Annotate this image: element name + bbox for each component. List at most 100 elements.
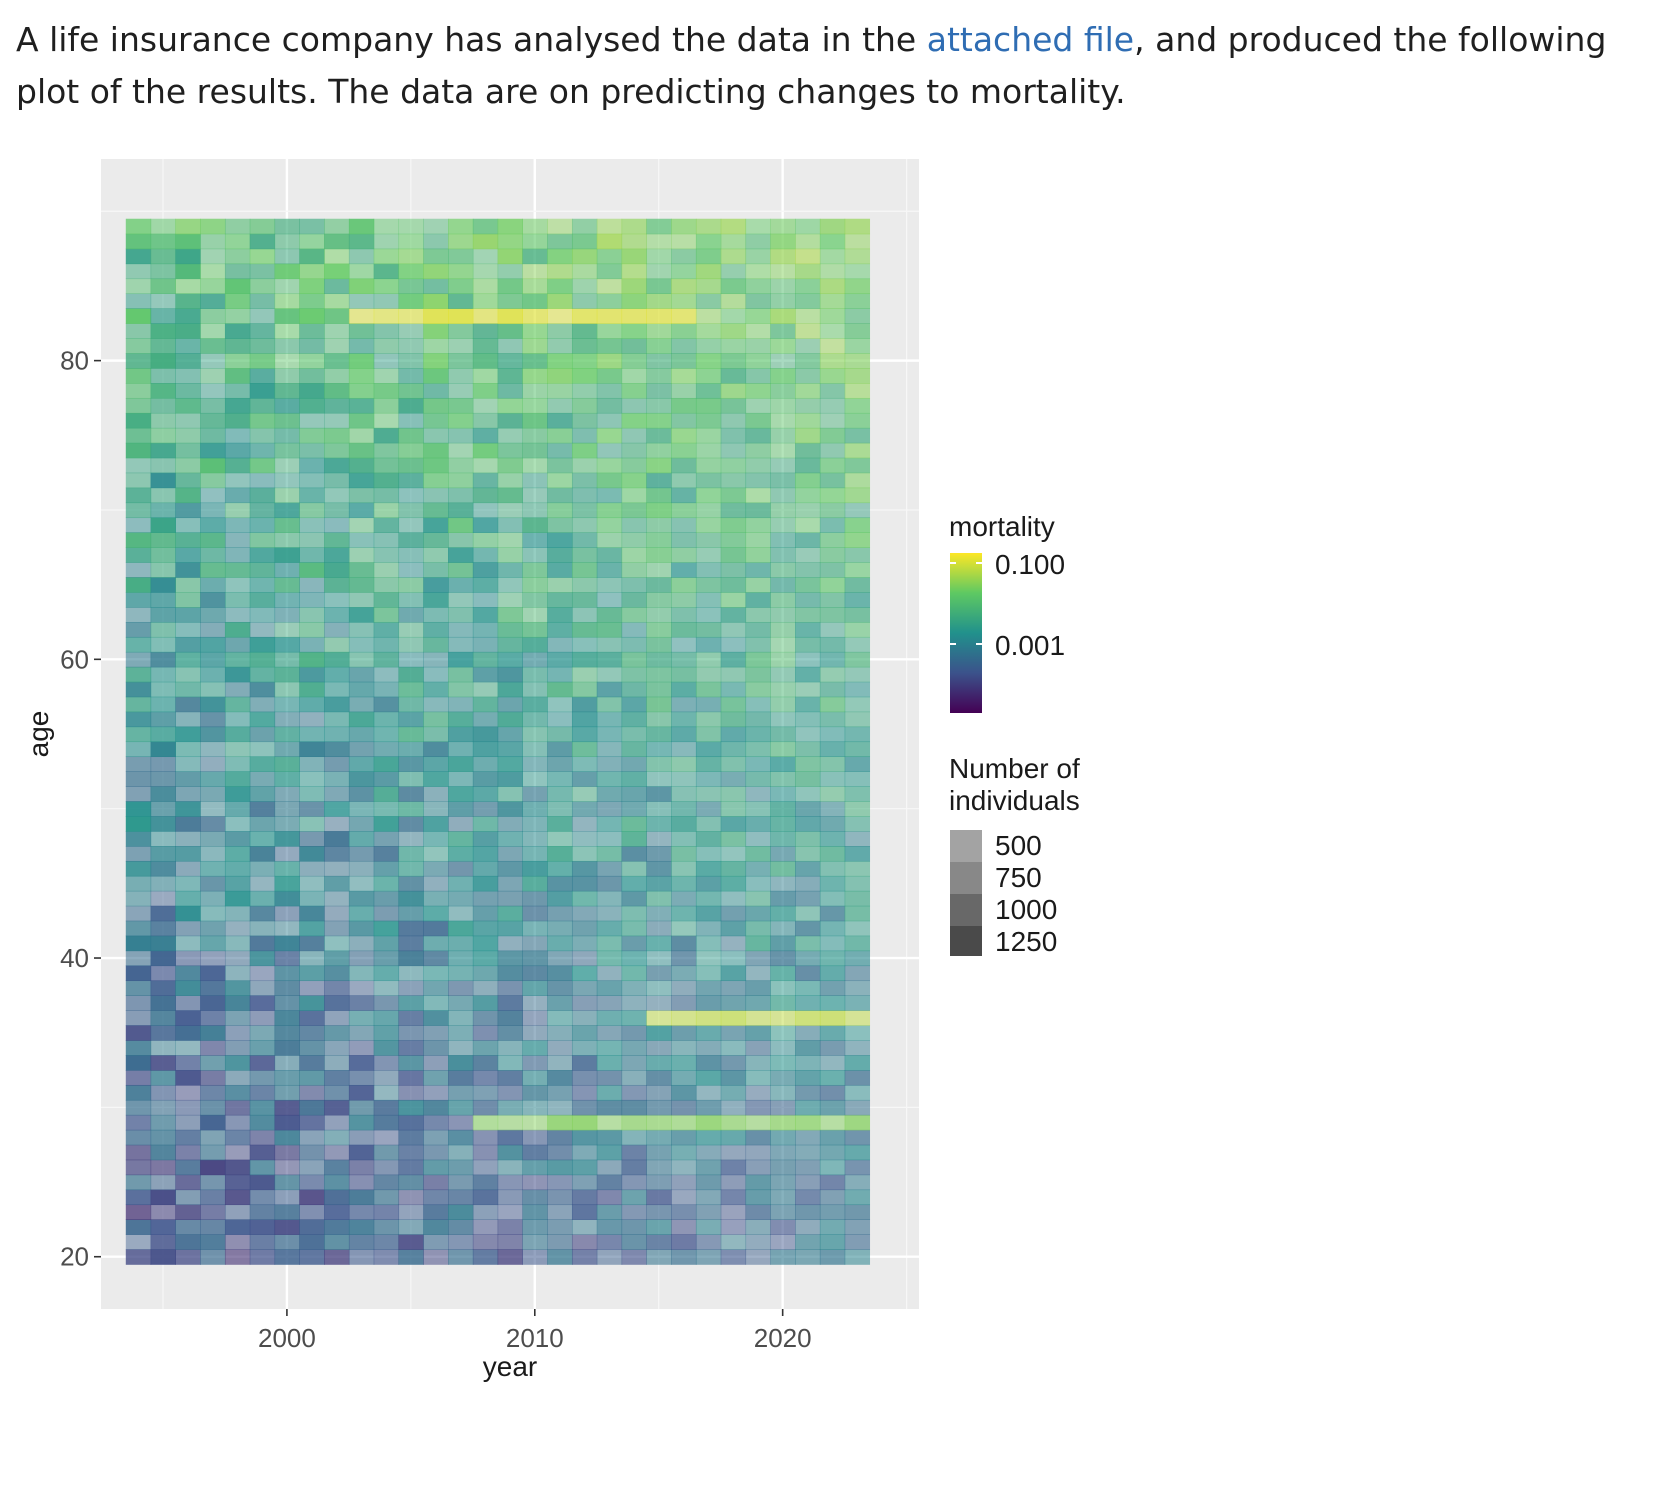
heatmap-tile (745, 1219, 771, 1235)
heatmap-tile (646, 472, 672, 489)
heatmap-tile (695, 1189, 722, 1206)
heatmap-tile (175, 801, 201, 817)
heatmap-tile (324, 1010, 350, 1026)
heatmap-tile (770, 801, 796, 817)
heatmap-tile (472, 726, 499, 743)
heatmap-tile (472, 1159, 499, 1176)
heatmap-tile (819, 218, 846, 235)
heatmap-tile (795, 338, 821, 354)
heatmap-tile (497, 860, 523, 877)
heatmap-tile (348, 995, 375, 1011)
heatmap-tile (423, 1234, 449, 1250)
y-axis-tick-label: 40 (60, 943, 89, 973)
heatmap-tile (596, 368, 623, 384)
heatmap-tile (671, 547, 697, 563)
heatmap-tile (224, 263, 251, 280)
heatmap-tile (125, 1234, 152, 1250)
heatmap-tile (150, 1189, 176, 1206)
heatmap-tile (150, 233, 176, 250)
heatmap-tile (844, 801, 871, 817)
heatmap-tile (646, 860, 672, 877)
heatmap-tile (398, 427, 424, 444)
heatmap-tile (621, 1174, 647, 1191)
heatmap-tile (695, 383, 722, 399)
heatmap-tile (324, 263, 350, 280)
heatmap-tile (200, 741, 226, 758)
heatmap-tile (249, 1204, 276, 1220)
heatmap-tile (646, 1025, 672, 1041)
heatmap-tile (671, 1040, 697, 1056)
heatmap-tile (472, 353, 499, 369)
heatmap-tile (274, 487, 300, 504)
heatmap-tile (695, 1249, 722, 1265)
heatmap-tile (249, 1114, 276, 1131)
heatmap-tile (571, 532, 598, 548)
heatmap-tile (646, 412, 672, 429)
heatmap-tile (497, 726, 523, 743)
heatmap-tile (224, 1144, 251, 1161)
heatmap-tile (770, 293, 796, 309)
heatmap-tile (720, 636, 747, 653)
heatmap-tile (497, 995, 523, 1011)
heatmap-tile (571, 1084, 598, 1101)
heatmap-tile (745, 1025, 771, 1041)
heatmap-tile (150, 1144, 176, 1161)
heatmap-tile (596, 442, 623, 459)
heatmap-tile (522, 666, 548, 683)
heatmap-tile (348, 577, 375, 593)
heatmap-tile (423, 338, 449, 354)
heatmap-tile (671, 816, 697, 832)
attached-file-link[interactable]: attached file (926, 20, 1135, 59)
heatmap-tile (274, 1144, 300, 1161)
heatmap-tile (571, 263, 598, 280)
heatmap-tile (522, 950, 548, 967)
heatmap-tile (398, 502, 424, 519)
heatmap-tile (596, 726, 623, 743)
heatmap-tile (423, 1219, 449, 1235)
heatmap-tile (299, 547, 325, 563)
heatmap-tile (150, 502, 176, 519)
heatmap-tile (150, 786, 176, 802)
heatmap-tile (795, 920, 821, 937)
heatmap-tile (324, 965, 350, 982)
heatmap-tile (745, 383, 771, 399)
heatmap-tile (695, 487, 722, 504)
heatmap-tile (448, 1159, 474, 1176)
heatmap-tile (795, 801, 821, 817)
heatmap-tile (299, 636, 325, 653)
heatmap-tile (249, 980, 276, 996)
heatmap-tile (324, 278, 350, 295)
heatmap-tile (200, 771, 226, 787)
heatmap-tile (522, 890, 548, 907)
heatmap-tile (398, 1099, 424, 1116)
heatmap-tile (398, 607, 424, 623)
heatmap-tile (324, 621, 350, 638)
heatmap-tile (497, 457, 523, 474)
heatmap-tile (646, 890, 672, 907)
heatmap-tile (398, 353, 424, 369)
heatmap-tile (745, 801, 771, 817)
heatmap-tile (249, 353, 276, 369)
heatmap-tile (423, 621, 449, 638)
heatmap-tile (522, 1084, 548, 1101)
heatmap-tile (621, 771, 647, 787)
heatmap-tile (720, 1114, 747, 1131)
heatmap-tile (125, 1144, 152, 1161)
heatmap-tile (274, 1084, 300, 1101)
heatmap-tile (200, 1204, 226, 1220)
heatmap-tile (324, 831, 350, 847)
heatmap-tile (646, 935, 672, 952)
heatmap-tile (547, 1174, 573, 1191)
heatmap-tile (423, 607, 449, 623)
heatmap-tile (745, 756, 771, 772)
heatmap-tile (745, 263, 771, 280)
heatmap-tile (720, 950, 747, 967)
heatmap-tile (448, 651, 474, 668)
heatmap-tile (125, 427, 152, 444)
heatmap-tile (448, 323, 474, 339)
heatmap-tile (522, 472, 548, 489)
heatmap-tile (745, 218, 771, 235)
heatmap-tile (472, 875, 499, 892)
heatmap-tile (224, 1040, 251, 1056)
heatmap-tile (150, 860, 176, 877)
